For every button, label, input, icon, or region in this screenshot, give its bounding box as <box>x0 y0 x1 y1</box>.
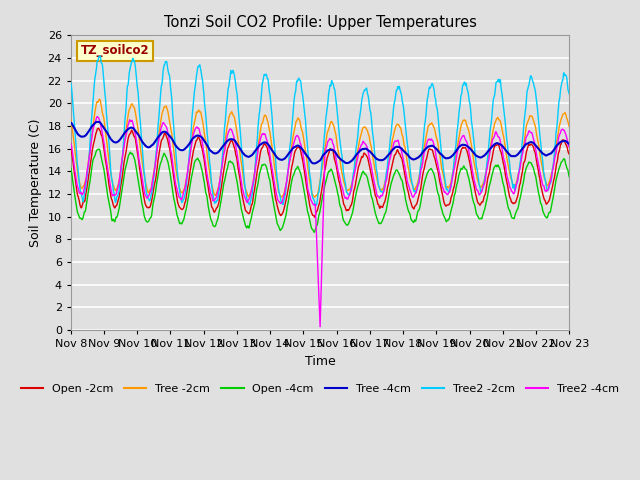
Y-axis label: Soil Temperature (C): Soil Temperature (C) <box>29 119 42 247</box>
X-axis label: Time: Time <box>305 355 335 368</box>
Legend: Open -2cm, Tree -2cm, Open -4cm, Tree -4cm, Tree2 -2cm, Tree2 -4cm: Open -2cm, Tree -2cm, Open -4cm, Tree -4… <box>16 379 624 398</box>
Text: TZ_soilco2: TZ_soilco2 <box>81 44 149 57</box>
Title: Tonzi Soil CO2 Profile: Upper Temperatures: Tonzi Soil CO2 Profile: Upper Temperatur… <box>164 15 476 30</box>
